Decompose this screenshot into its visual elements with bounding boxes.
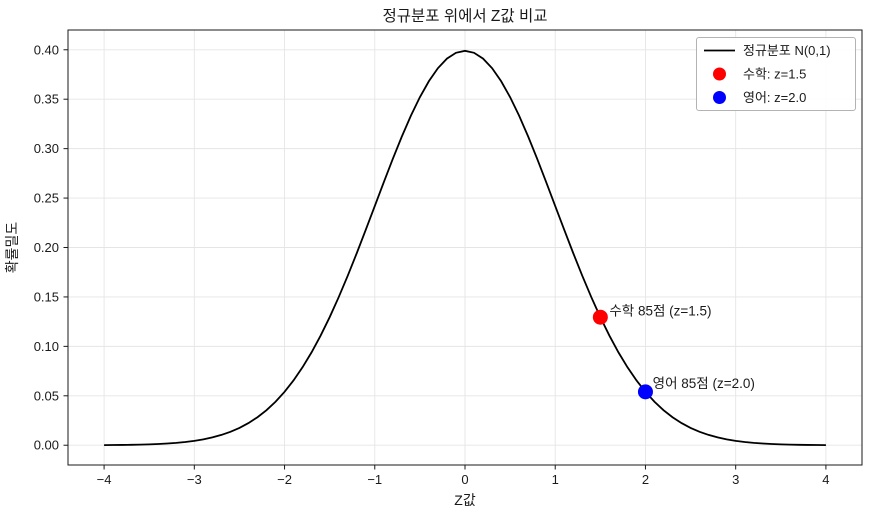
x-tick-label: −4 (97, 472, 112, 487)
y-tick-label: 0.15 (34, 289, 59, 304)
legend-math-dot (713, 67, 726, 81)
y-tick-label: 0.20 (34, 240, 59, 255)
english-point-marker (637, 384, 653, 400)
y-tick-label: 0.30 (34, 141, 59, 156)
x-tick-label: −3 (187, 472, 202, 487)
x-tick-label: 3 (732, 472, 739, 487)
y-tick-label: 0.40 (34, 42, 59, 57)
legend-label-curve: 정규분포 N(0,1) (743, 43, 831, 58)
y-tick-label: 0.05 (34, 388, 59, 403)
chart-title: 정규분포 위에서 Z값 비교 (383, 7, 548, 25)
gridlines (68, 30, 862, 465)
y-tick-label: 0.00 (34, 438, 59, 453)
x-tick-label: 1 (552, 472, 559, 487)
math-point-marker (592, 309, 608, 325)
x-tick-label: −1 (367, 472, 382, 487)
legend-label-english: 영어: z=2.0 (743, 90, 806, 105)
x-tick-label: 2 (642, 472, 649, 487)
y-axis-label: 확률밀도 (4, 222, 20, 274)
legend-label-math: 수학: z=1.5 (743, 67, 806, 82)
math-annotation: 수학 85점 (z=1.5) (609, 304, 711, 319)
x-tick-label: 4 (822, 472, 829, 487)
x-axis-label: Z값 (454, 492, 476, 508)
legend-english-dot (713, 91, 726, 104)
x-tick-label: −2 (277, 472, 292, 487)
y-tick-label: 0.10 (34, 339, 59, 354)
english-annotation: 영어 85점 (z=2.0) (653, 376, 755, 391)
y-tick-label: 0.25 (34, 191, 59, 206)
y-tick-label: 0.35 (34, 92, 59, 107)
x-tick-label: 0 (461, 472, 468, 487)
legend-box (696, 37, 856, 111)
axes-frame (67, 29, 863, 466)
axis-ticks: −4 −3 −2 −1 0 1 2 3 4 0.00 0.05 0.10 0.15 0.20 0.25 0.3… (34, 42, 830, 487)
legend: 정규분포 N(0,1) 수학: z=1.5 영어: z=2.0 (696, 37, 856, 111)
normal-curve-line (104, 49, 826, 446)
